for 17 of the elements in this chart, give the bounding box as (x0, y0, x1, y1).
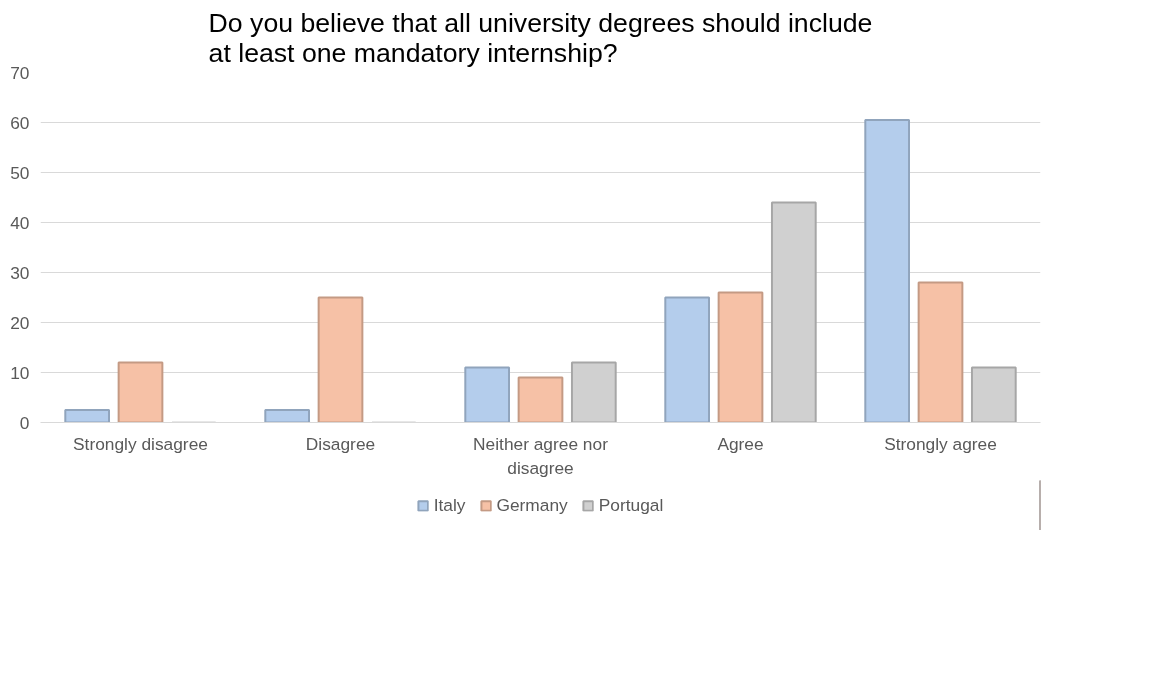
chart-title: Do you believe that all university degrees should include at least one mandatory internship? (208, 7, 873, 68)
legend-label: Germany (496, 494, 568, 516)
y-tick-label: 40 (10, 212, 30, 233)
legend-label: Italy (433, 494, 466, 516)
x-tick-label: Agree (717, 433, 764, 454)
x-tick-label: Strongly agree (884, 433, 997, 454)
y-tick-label: 70 (10, 62, 30, 83)
y-tick-label: 10 (10, 362, 30, 383)
legend-label: Portugal (598, 494, 664, 516)
y-tick-label: 0 (19, 412, 30, 433)
y-tick-label: 60 (10, 112, 30, 133)
y-tick-label: 30 (10, 262, 30, 283)
x-tick-label: Disagree (305, 433, 376, 454)
y-tick-label: 50 (10, 162, 30, 183)
y-tick-label: 20 (10, 312, 30, 333)
x-tick-label: Strongly disagree (73, 433, 208, 454)
x-tick-label: Neither agree nor disagree (473, 433, 609, 478)
